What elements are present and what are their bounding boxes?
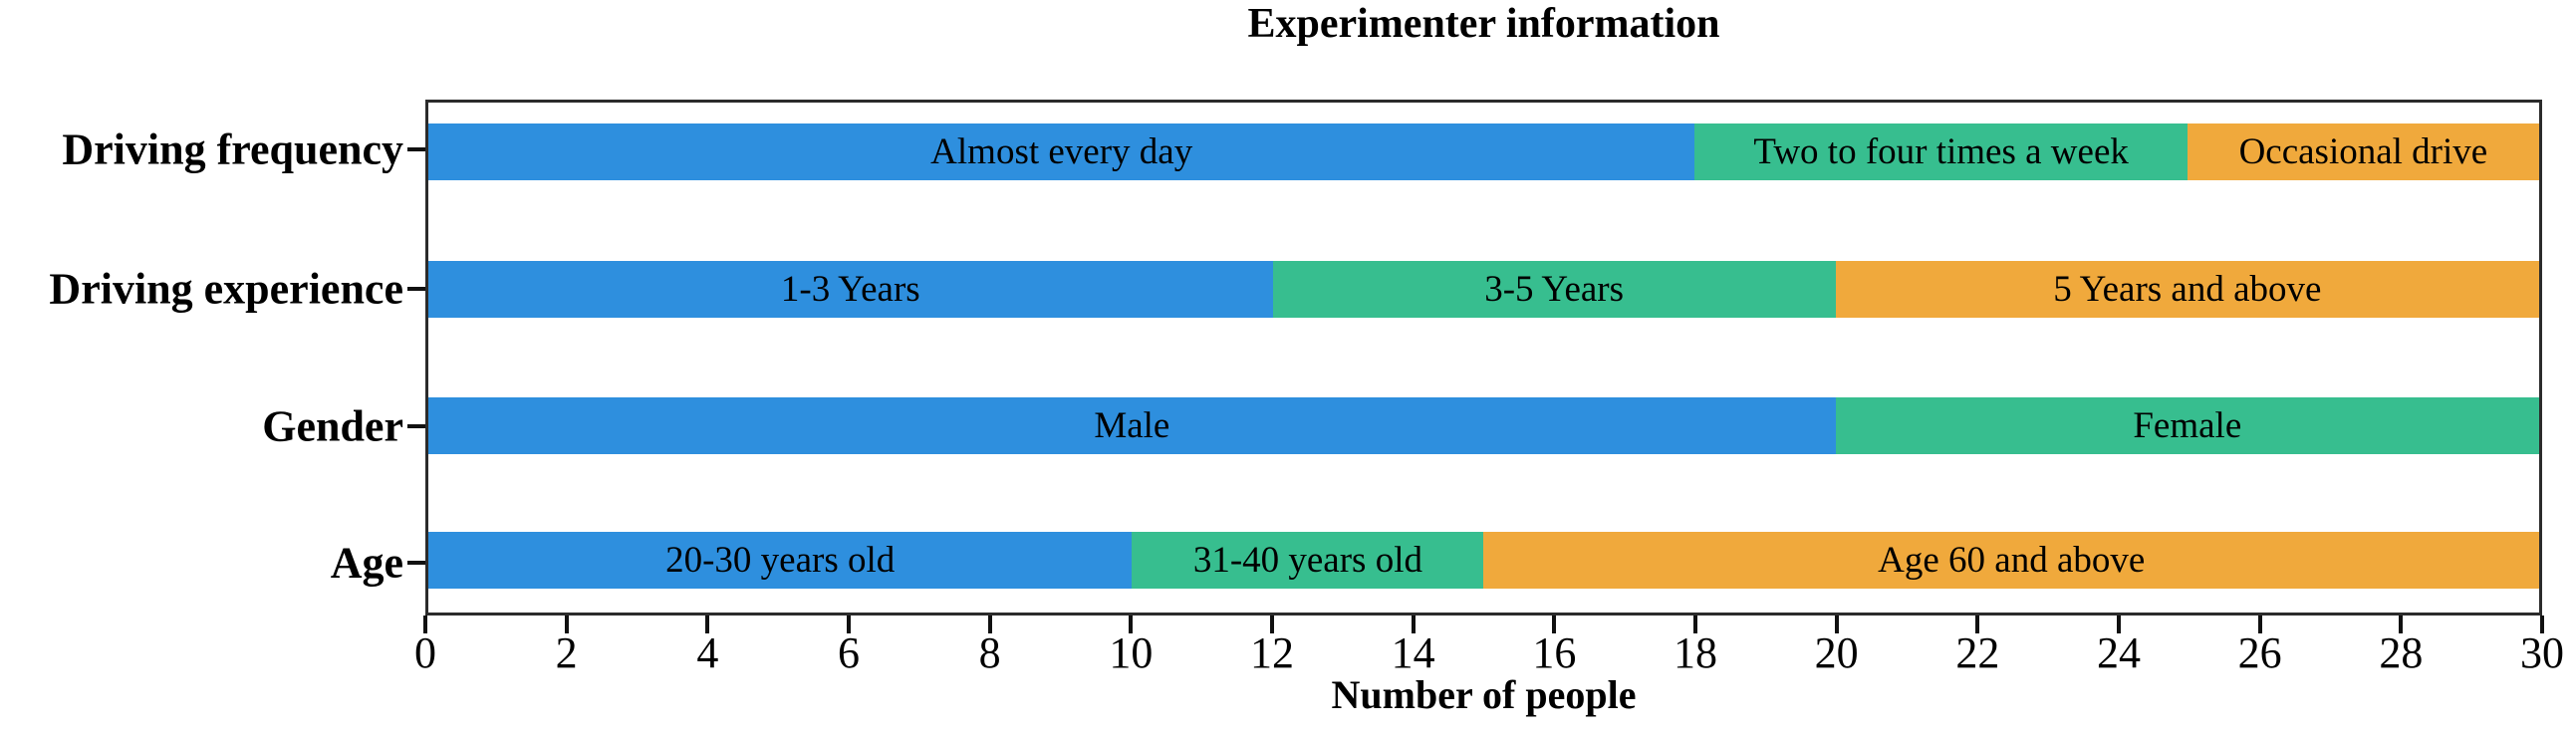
x-tick-label: 14 bbox=[1391, 628, 1435, 677]
x-tick-label: 18 bbox=[1674, 628, 1717, 677]
x-tick-mark bbox=[1693, 616, 1697, 633]
x-tick-label: 28 bbox=[2379, 628, 2424, 677]
x-tick-mark bbox=[1975, 616, 1980, 633]
x-tick-mark bbox=[2399, 616, 2404, 633]
bar-row: Male Female bbox=[428, 396, 2539, 454]
x-tick-label: 22 bbox=[1955, 628, 2000, 677]
x-tick-label: 8 bbox=[978, 628, 1001, 677]
plot-area: Almost every day Two to four times a week… bbox=[425, 100, 2542, 616]
x-tick-label: 6 bbox=[838, 628, 860, 677]
y-tick-mark bbox=[407, 146, 425, 151]
x-tick-label: 24 bbox=[2097, 628, 2141, 677]
x-axis-title: Number of people bbox=[1331, 672, 1637, 717]
bar-segment: 31-40 years old bbox=[1132, 532, 1484, 590]
x-tick-mark bbox=[705, 616, 710, 633]
x-tick-mark bbox=[1411, 616, 1416, 633]
x-tick-mark bbox=[2257, 616, 2262, 633]
x-tick-mark bbox=[1129, 616, 1134, 633]
x-tick-mark bbox=[1270, 616, 1274, 633]
bar-segment: Male bbox=[428, 396, 1836, 454]
y-tick-mark bbox=[407, 561, 425, 565]
bar-segment: Almost every day bbox=[428, 123, 1695, 180]
y-axis-label: Gender bbox=[262, 401, 403, 451]
x-tick-mark bbox=[987, 616, 992, 633]
x-tick-label: 10 bbox=[1109, 628, 1154, 677]
bar-row: Almost every day Two to four times a week… bbox=[428, 123, 2539, 180]
x-tick-label: 26 bbox=[2237, 628, 2282, 677]
x-tick-label: 4 bbox=[696, 628, 719, 677]
x-tick-mark bbox=[564, 616, 569, 633]
y-tick-mark bbox=[407, 287, 425, 291]
x-tick-label: 2 bbox=[555, 628, 578, 677]
bar-segment: Two to four times a week bbox=[1694, 123, 2188, 180]
y-axis-label: Driving experience bbox=[49, 264, 403, 314]
y-tick-mark bbox=[407, 423, 425, 428]
bar-segment: Age 60 and above bbox=[1483, 532, 2539, 590]
bar-segment: 1-3 Years bbox=[428, 261, 1273, 319]
x-tick-label: 12 bbox=[1250, 628, 1294, 677]
bar-segment: 5 Years and above bbox=[1835, 261, 2539, 319]
x-tick-mark bbox=[2540, 616, 2544, 633]
bar-segment: 20-30 years old bbox=[428, 532, 1133, 590]
bar-segment: 3-5 Years bbox=[1272, 261, 1836, 319]
x-tick-mark bbox=[847, 616, 851, 633]
x-tick-mark bbox=[2117, 616, 2121, 633]
x-tick-label: 30 bbox=[2520, 628, 2564, 677]
x-tick-mark bbox=[1834, 616, 1839, 633]
x-tick-mark bbox=[1552, 616, 1557, 633]
y-axis-label: Age bbox=[330, 538, 403, 588]
y-axis-label: Driving frequency bbox=[62, 124, 403, 174]
bar-row: 20-30 years old 31-40 years old Age 60 and… bbox=[428, 532, 2539, 590]
x-tick-label: 0 bbox=[414, 628, 436, 677]
x-tick-mark bbox=[423, 616, 427, 633]
bar-row: 1-3 Years 3-5 Years 5 Years and above bbox=[428, 261, 2539, 319]
bar-segment: Female bbox=[1835, 396, 2539, 454]
x-tick-label: 20 bbox=[1814, 628, 1859, 677]
chart-title: Experimenter information bbox=[1247, 1, 1720, 47]
x-tick-label: 16 bbox=[1532, 628, 1577, 677]
bar-segment: Occasional drive bbox=[2187, 123, 2539, 180]
